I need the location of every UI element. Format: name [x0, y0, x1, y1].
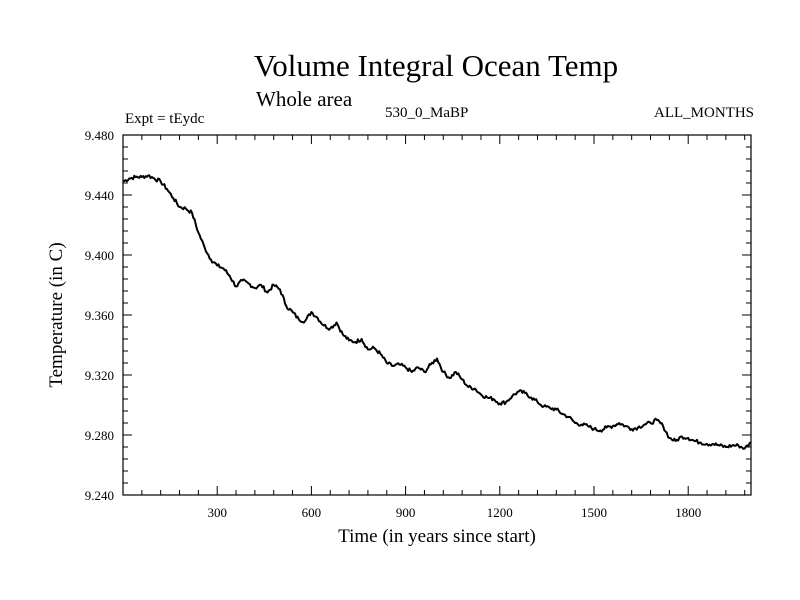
y-tick-label: 9.400 — [85, 248, 114, 263]
y-tick-label: 9.240 — [85, 488, 114, 503]
x-tick-label: 1800 — [675, 505, 701, 520]
axis-ticks — [123, 135, 751, 495]
x-tick-label: 600 — [302, 505, 322, 520]
period-label: 530_0_MaBP — [385, 105, 469, 121]
y-tick-label: 9.440 — [85, 188, 114, 203]
x-tick-label: 1500 — [581, 505, 607, 520]
x-axis-label: Time (in years since start) — [338, 526, 536, 547]
x-tick-label: 900 — [396, 505, 416, 520]
y-axis-label: Temperature (in C) — [46, 242, 67, 387]
experiment-label: Expt = tEydc — [125, 111, 205, 127]
chart-subtitle: Whole area — [256, 87, 353, 111]
x-tick-label: 1200 — [487, 505, 513, 520]
chart-title: Volume Integral Ocean Temp — [253, 48, 619, 83]
y-tick-label: 9.320 — [85, 368, 114, 383]
x-tick-label: 300 — [207, 505, 227, 520]
months-label: ALL_MONTHS — [654, 105, 754, 121]
series-line — [122, 174, 752, 450]
y-tick-label: 9.280 — [85, 428, 114, 443]
y-tick-label: 9.480 — [85, 128, 114, 143]
y-tick-label: 9.360 — [85, 308, 114, 323]
tick-labels: 300 600 900 1200 1500 1800 9.240 9.280 9.320 9.36… — [85, 128, 701, 520]
plot-frame — [122, 134, 752, 496]
